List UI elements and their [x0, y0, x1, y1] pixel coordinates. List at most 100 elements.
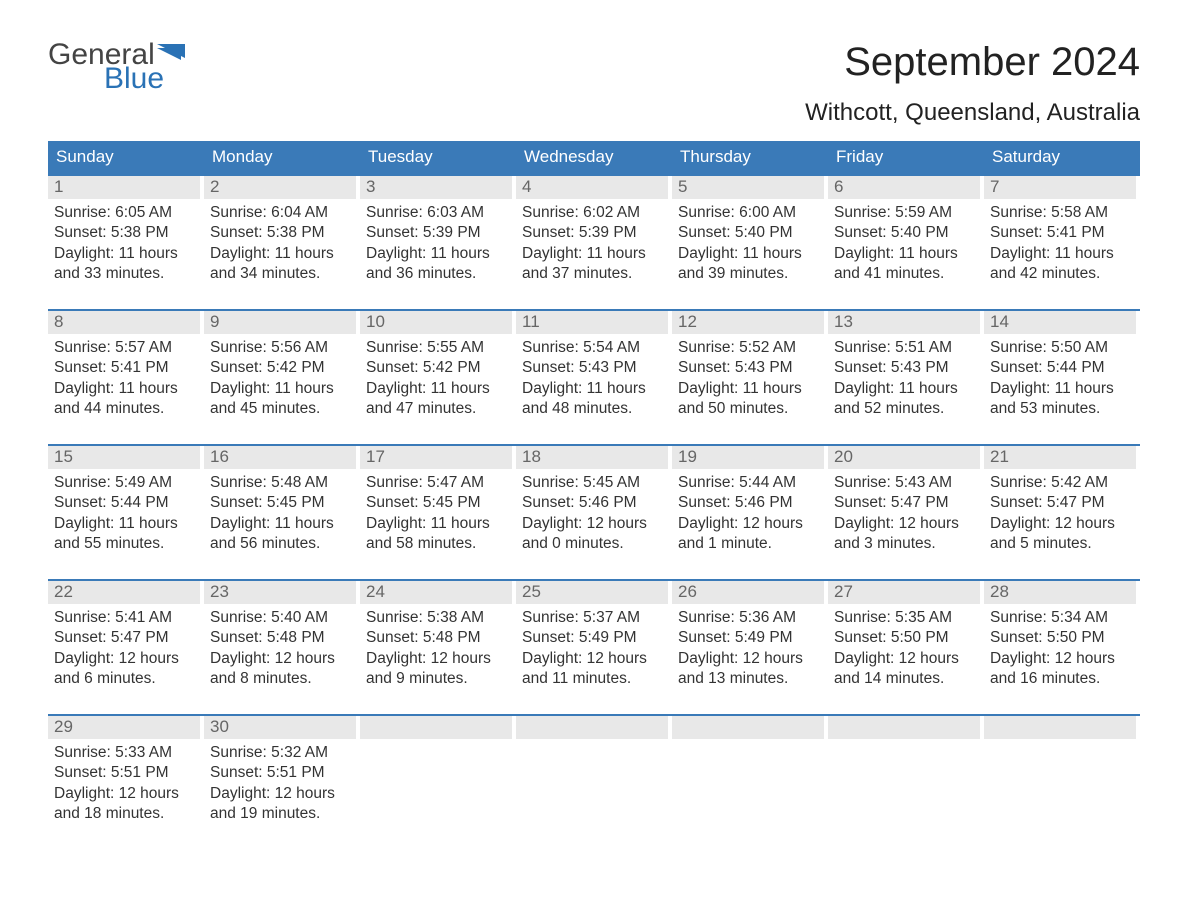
day-details: Sunrise: 5:57 AMSunset: 5:41 PMDaylight:… — [48, 334, 200, 430]
day-number: 21 — [984, 446, 1136, 469]
sunset-line: Sunset: 5:45 PM — [366, 493, 512, 512]
week-row: 29Sunrise: 5:33 AMSunset: 5:51 PMDayligh… — [48, 714, 1140, 835]
daylight-line1: Daylight: 12 hours — [54, 784, 200, 803]
day-number: 25 — [516, 581, 668, 604]
day-cell: 7 Sunrise: 5:58 AMSunset: 5:41 PM Daylight… — [984, 176, 1140, 295]
sunset-line: Sunset: 5:47 PM — [54, 628, 200, 647]
daylight-line1: Daylight: 11 hours — [990, 244, 1136, 263]
sunset-line: Sunset: 5:44 PM — [990, 358, 1136, 377]
daylight-line1: Daylight: 12 hours — [678, 649, 824, 668]
daylight-line1: Daylight: 11 hours — [366, 244, 512, 263]
day-cell: 2Sunrise: 6:04 AMSunset: 5:38 PMDaylight… — [204, 176, 360, 295]
day-number: 7 — [984, 176, 1136, 199]
sunset-line: Sunset: 5:38 PM — [210, 223, 356, 242]
sunrise-line: Sunrise: 5:55 AM — [366, 338, 512, 357]
sunset-line: Sunset: 5:42 PM — [366, 358, 512, 377]
day-of-week-header: Sunday Monday Tuesday Wednesday Thursday… — [48, 141, 1140, 174]
day-cell: 21Sunrise: 5:42 AMSunset: 5:47 PMDayligh… — [984, 446, 1140, 565]
daylight-line1: Daylight: 11 hours — [54, 514, 200, 533]
day-number: 17 — [360, 446, 512, 469]
day-number: 24 — [360, 581, 512, 604]
day-cell: 8Sunrise: 5:57 AMSunset: 5:41 PMDaylight… — [48, 311, 204, 430]
daylight-line2: and 47 minutes. — [366, 399, 512, 418]
day-cell: 10Sunrise: 5:55 AMSunset: 5:42 PMDayligh… — [360, 311, 516, 430]
day-cell: 26Sunrise: 5:36 AMSunset: 5:49 PMDayligh… — [672, 581, 828, 700]
sunset-line: Sunset: 5:46 PM — [522, 493, 668, 512]
day-details: Sunrise: 6:04 AMSunset: 5:38 PMDaylight:… — [204, 199, 356, 295]
day-cell — [828, 716, 984, 835]
daylight-line2: and 11 minutes. — [522, 669, 668, 688]
sunrise-line: Sunrise: 5:50 AM — [990, 338, 1136, 357]
sunrise-line: Sunrise: 5:54 AM — [522, 338, 668, 357]
day-number: 1 — [48, 176, 200, 199]
daylight-line1: Daylight: 12 hours — [834, 514, 980, 533]
sunrise-line: Sunrise: 6:00 AM — [678, 203, 824, 222]
logo-flag-icon — [157, 44, 185, 64]
day-cell: 13Sunrise: 5:51 AMSunset: 5:43 PMDayligh… — [828, 311, 984, 430]
day-details: Sunrise: 5:35 AMSunset: 5:50 PMDaylight:… — [828, 604, 980, 700]
day-details: Sunrise: 5:43 AMSunset: 5:47 PMDaylight:… — [828, 469, 980, 565]
sunset-line: Sunset: 5:45 PM — [210, 493, 356, 512]
sunrise-line: Sunrise: 5:51 AM — [834, 338, 980, 357]
day-number: 18 — [516, 446, 668, 469]
day-details: Sunrise: 6:03 AMSunset: 5:39 PMDaylight:… — [360, 199, 512, 295]
sunrise-line: Sunrise: 5:35 AM — [834, 608, 980, 627]
daylight-line1: Daylight: 11 hours — [522, 379, 668, 398]
day-details: Sunrise: 5:48 AMSunset: 5:45 PMDaylight:… — [204, 469, 356, 565]
sunset-line: Sunset: 5:42 PM — [210, 358, 356, 377]
day-number: 16 — [204, 446, 356, 469]
daylight-line2: and 36 minutes. — [366, 264, 512, 283]
sunset-line: Sunset: 5:38 PM — [54, 223, 200, 242]
day-number: 10 — [360, 311, 512, 334]
day-number-empty — [516, 716, 668, 739]
week-row: 15Sunrise: 5:49 AMSunset: 5:44 PMDayligh… — [48, 444, 1140, 565]
day-cell: 11 Sunrise: 5:54 AMSunset: 5:43 PM Dayligh… — [516, 311, 672, 430]
daylight-line1: Daylight: 11 hours — [210, 514, 356, 533]
sunset-line: Sunset: 5:40 PM — [678, 223, 824, 242]
day-number: 11 — [516, 311, 668, 334]
day-number-empty — [360, 716, 512, 739]
daylight-line2: and 58 minutes. — [366, 534, 512, 553]
sunrise-line: Sunrise: 6:03 AM — [366, 203, 512, 222]
sunrise-line: Sunrise: 6:02 AM — [522, 203, 668, 222]
daylight-line1: Daylight: 12 hours — [678, 514, 824, 533]
day-details: Sunrise: 5:52 AMSunset: 5:43 PMDaylight:… — [672, 334, 824, 430]
day-number: 12 — [672, 311, 824, 334]
daylight-line2: and 6 minutes. — [54, 669, 200, 688]
day-number: 29 — [48, 716, 200, 739]
day-details-empty — [516, 739, 668, 835]
sunset-line: Sunset: 5:41 PM — [990, 223, 1136, 242]
sunset-line: Sunset: 5:51 PM — [54, 763, 200, 782]
daylight-line2: and 42 minutes. — [990, 264, 1136, 283]
sunset-line: Sunset: 5:43 PM — [522, 358, 668, 377]
day-cell: 25Sunrise: 5:37 AMSunset: 5:49 PMDayligh… — [516, 581, 672, 700]
sunrise-line: Sunrise: 5:38 AM — [366, 608, 512, 627]
daylight-line1: Daylight: 12 hours — [210, 649, 356, 668]
sunset-line: Sunset: 5:50 PM — [990, 628, 1136, 647]
day-details: Sunrise: 6:02 AMSunset: 5:39 PMDaylight:… — [516, 199, 668, 295]
daylight-line1: Daylight: 11 hours — [522, 244, 668, 263]
day-cell: 22Sunrise: 5:41 AMSunset: 5:47 PMDayligh… — [48, 581, 204, 700]
day-cell — [984, 716, 1140, 835]
day-details: Sunrise: 5:59 AMSunset: 5:40 PMDaylight:… — [828, 199, 980, 295]
sunrise-line: Sunrise: 6:04 AM — [210, 203, 356, 222]
daylight-line1: Daylight: 11 hours — [834, 379, 980, 398]
daylight-line2: and 5 minutes. — [990, 534, 1136, 553]
day-number: 30 — [204, 716, 356, 739]
day-details-empty — [828, 739, 980, 835]
day-number: 13 — [828, 311, 980, 334]
dow-thursday: Thursday — [672, 141, 828, 174]
day-cell — [516, 716, 672, 835]
sunrise-line: Sunrise: 5:58 AM — [990, 203, 1136, 222]
day-details: Sunrise: 5:41 AMSunset: 5:47 PMDaylight:… — [48, 604, 200, 700]
week-row: 22Sunrise: 5:41 AMSunset: 5:47 PMDayligh… — [48, 579, 1140, 700]
day-details: Sunrise: 5:42 AMSunset: 5:47 PMDaylight:… — [984, 469, 1136, 565]
daylight-line2: and 53 minutes. — [990, 399, 1136, 418]
daylight-line1: Daylight: 11 hours — [210, 379, 356, 398]
day-cell: 9Sunrise: 5:56 AMSunset: 5:42 PMDaylight… — [204, 311, 360, 430]
sunrise-line: Sunrise: 5:56 AM — [210, 338, 356, 357]
sunset-line: Sunset: 5:47 PM — [834, 493, 980, 512]
day-cell — [672, 716, 828, 835]
day-number: 15 — [48, 446, 200, 469]
sunset-line: Sunset: 5:40 PM — [834, 223, 980, 242]
